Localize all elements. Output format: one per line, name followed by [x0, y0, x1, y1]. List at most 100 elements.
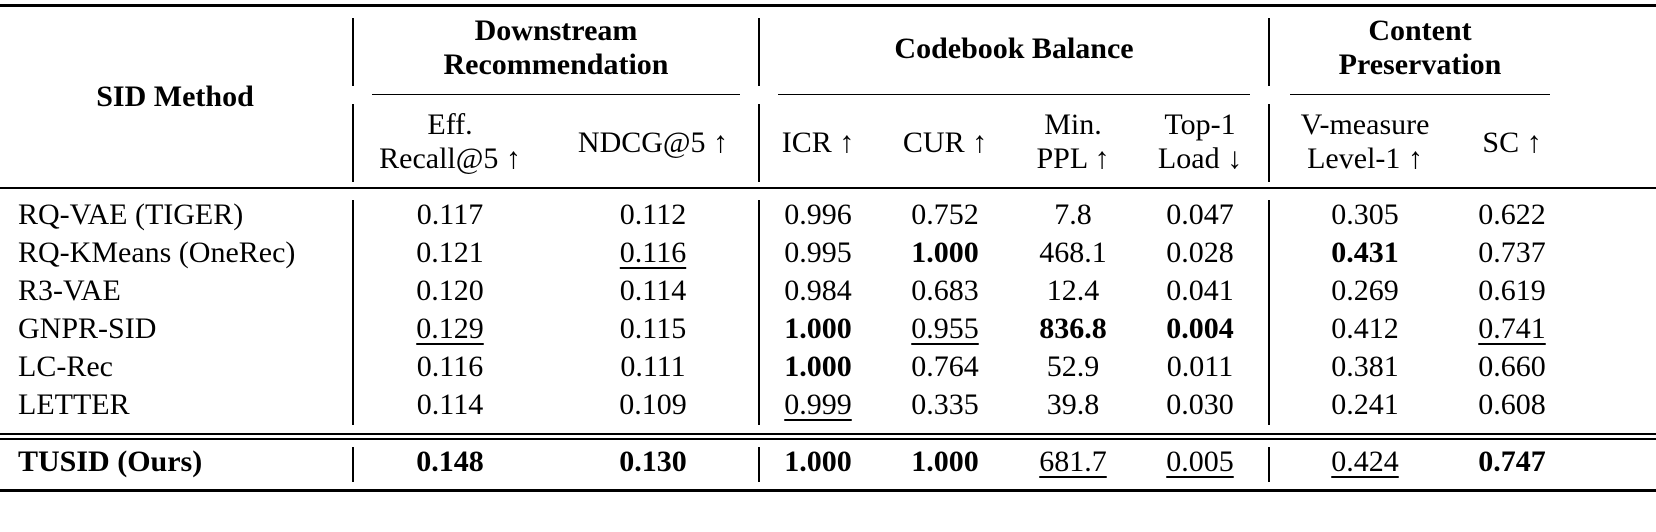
cell-value: 0.011 [1166, 350, 1234, 383]
method-name: RQ-VAE (TIGER) [18, 198, 244, 231]
column-separator [352, 200, 354, 425]
column-separator [1268, 104, 1270, 182]
cell-value: 1.000 [911, 445, 979, 478]
cell-value: 0.116 [619, 236, 687, 269]
cell-value: 0.004 [1166, 312, 1234, 345]
cell-value: 0.381 [1331, 350, 1399, 383]
cell-value: 0.737 [1478, 236, 1546, 269]
cell-value: 0.130 [619, 445, 687, 478]
cell-value: 0.241 [1331, 388, 1399, 421]
column-header: Eff. [427, 108, 473, 141]
cell-value: 0.741 [1478, 312, 1546, 345]
cell-value: 0.121 [416, 236, 484, 269]
column-header: ICR ↑ [781, 126, 855, 159]
cell-value: 0.747 [1478, 445, 1546, 478]
cell-value: 0.047 [1166, 198, 1234, 231]
cell-value: 0.683 [911, 274, 979, 307]
cell-value: 0.412 [1331, 312, 1399, 345]
method-name: R3-VAE [18, 274, 121, 307]
cell-value: 836.8 [1039, 312, 1107, 345]
method-name: LETTER [18, 388, 130, 421]
group-header: Recommendation [443, 48, 669, 81]
group-rule [372, 94, 740, 95]
cell-value: 0.764 [911, 350, 979, 383]
method-name: GNPR-SID [18, 312, 157, 345]
column-header: Load ↓ [1157, 142, 1243, 175]
cell-value: 0.619 [1478, 274, 1546, 307]
cell-value: 0.111 [620, 350, 686, 383]
cell-value: 12.4 [1046, 274, 1100, 307]
group-rule [778, 94, 1250, 95]
column-header: NDCG@5 ↑ [577, 126, 729, 159]
cell-value: 0.984 [784, 274, 852, 307]
cell-value: 0.109 [619, 388, 687, 421]
cell-value: 0.622 [1478, 198, 1546, 231]
bottom-rule [0, 489, 1656, 492]
column-separator [352, 447, 354, 482]
double-rule-upper [0, 433, 1656, 435]
cell-value: 0.431 [1331, 236, 1399, 269]
group-header: Content [1368, 14, 1472, 47]
cell-value: 0.995 [784, 236, 852, 269]
top-rule [0, 4, 1656, 7]
cell-value: 0.955 [911, 312, 979, 345]
cell-value: 0.114 [619, 274, 687, 307]
cell-value: 0.112 [619, 198, 687, 231]
column-separator [758, 447, 760, 482]
cell-value: 0.335 [911, 388, 979, 421]
column-separator [1268, 200, 1270, 425]
column-separator [758, 200, 760, 425]
column-header: CUR ↑ [902, 126, 988, 159]
cell-value: 1.000 [784, 350, 852, 383]
column-header: Recall@5 ↑ [379, 142, 521, 175]
cell-value: 52.9 [1046, 350, 1100, 383]
cell-value: 1.000 [911, 236, 979, 269]
column-header: Level-1 ↑ [1307, 142, 1423, 175]
cell-value: 0.116 [416, 350, 484, 383]
column-separator [1268, 18, 1270, 86]
cell-value: 0.996 [784, 198, 852, 231]
column-separator [1268, 447, 1270, 482]
cell-value: 0.660 [1478, 350, 1546, 383]
cell-value: 0.028 [1166, 236, 1234, 269]
double-rule-lower [0, 438, 1656, 440]
cell-value: 0.752 [911, 198, 979, 231]
cell-value: 468.1 [1039, 236, 1107, 269]
column-separator [352, 18, 354, 86]
header-rule [0, 187, 1656, 189]
cell-value: 0.030 [1166, 388, 1234, 421]
cell-value: 0.041 [1166, 274, 1234, 307]
cell-value: 0.120 [416, 274, 484, 307]
cell-value: 0.115 [619, 312, 687, 345]
column-header: PPL ↑ [1036, 142, 1110, 175]
cell-value: 0.999 [784, 388, 852, 421]
column-header: V-measure [1300, 108, 1430, 141]
cell-value: 0.269 [1331, 274, 1399, 307]
cell-value: 0.424 [1331, 445, 1399, 478]
column-header: Top-1 [1164, 108, 1236, 141]
cell-value: 681.7 [1039, 445, 1107, 478]
column-separator [352, 104, 354, 182]
column-separator [758, 104, 760, 182]
method-name: LC-Rec [18, 350, 113, 383]
column-header: Min. [1044, 108, 1102, 141]
cell-value: 7.8 [1054, 198, 1092, 231]
cell-value: 0.117 [416, 198, 484, 231]
group-header: Preservation [1338, 48, 1502, 81]
group-header: Downstream [474, 14, 638, 47]
cell-value: 0.129 [416, 312, 484, 345]
cell-value: 0.005 [1166, 445, 1234, 478]
corner-header: SID Method [96, 80, 254, 113]
method-name: RQ-KMeans (OneRec) [18, 236, 296, 269]
cell-value: 0.608 [1478, 388, 1546, 421]
column-separator [758, 18, 760, 86]
cell-value: 0.305 [1331, 198, 1399, 231]
group-rule [1290, 94, 1550, 95]
group-header: Codebook Balance [894, 32, 1134, 65]
column-header: SC ↑ [1482, 126, 1542, 159]
cell-value: 0.148 [416, 445, 484, 478]
cell-value: 39.8 [1046, 388, 1100, 421]
method-name: TUSID (Ours) [18, 445, 203, 478]
cell-value: 1.000 [784, 445, 852, 478]
